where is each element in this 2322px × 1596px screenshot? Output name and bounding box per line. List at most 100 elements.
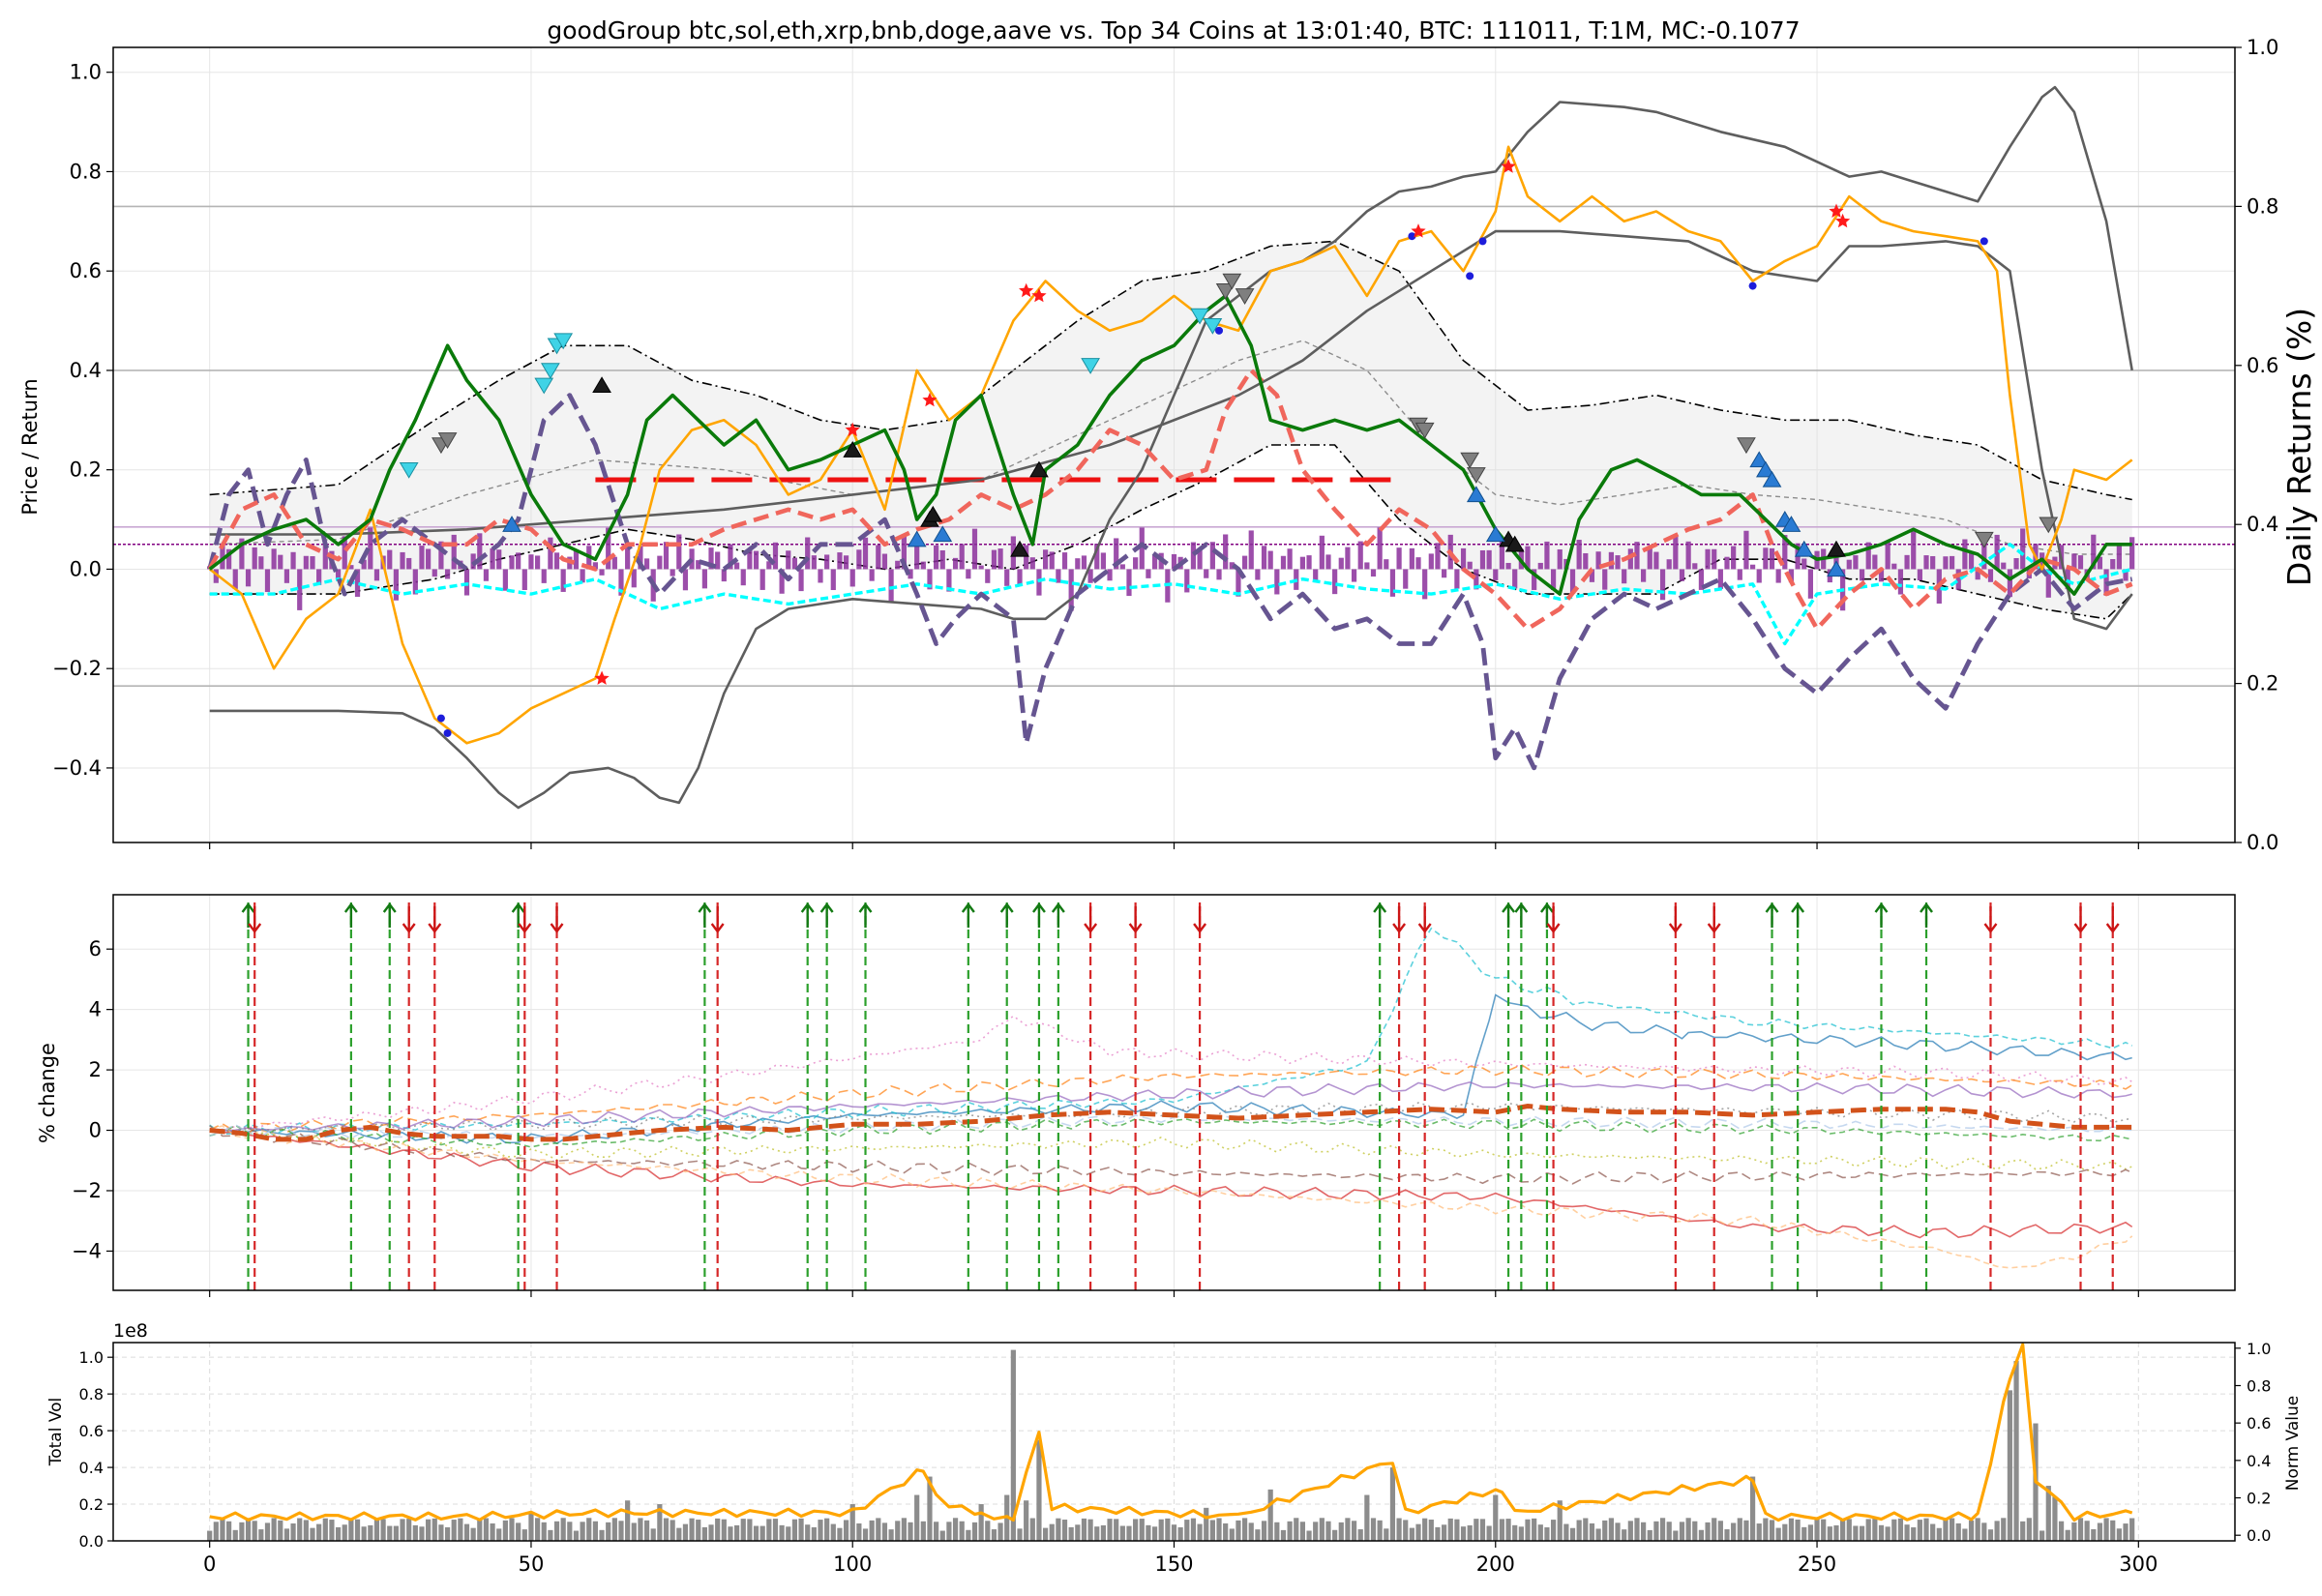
buy-arrow <box>241 902 255 928</box>
daily-return-bar <box>1287 548 1293 570</box>
volume-bar <box>599 1529 605 1541</box>
daily-return-bar <box>997 548 1003 570</box>
daily-return-bar <box>1229 562 1235 570</box>
daily-return-bar <box>1833 547 1839 570</box>
blue-up-marker <box>907 530 927 547</box>
volume-bar <box>1775 1527 1781 1541</box>
volume-bar <box>1287 1521 1293 1541</box>
buy-arrow <box>1031 902 1046 928</box>
volume-bar <box>419 1526 425 1541</box>
buy-arrow <box>1502 902 1516 928</box>
volume-bar <box>592 1521 599 1541</box>
daily-return-bar <box>2001 562 2007 570</box>
volume-bar <box>2001 1518 2007 1541</box>
volume-bar <box>2065 1529 2070 1541</box>
volume-bar <box>1589 1522 1595 1541</box>
blue-up-marker <box>1827 560 1846 577</box>
sell-arrow <box>1392 906 1407 933</box>
volume-bar <box>373 1519 380 1541</box>
volume-bar <box>1576 1520 1582 1541</box>
top-y-tick-label: −0.4 <box>52 756 102 780</box>
daily-return-bar <box>1653 551 1659 570</box>
gray-down-marker <box>1466 467 1486 484</box>
daily-return-bar <box>1114 538 1119 570</box>
daily-return-bar <box>573 549 580 570</box>
daily-return-bar <box>278 554 283 570</box>
daily-return-bar <box>1017 569 1023 585</box>
volume-bar <box>1615 1522 1621 1541</box>
volume-bar <box>342 1524 347 1541</box>
volume-bar <box>1622 1529 1627 1541</box>
volume-bar <box>1474 1519 1479 1541</box>
volume-bar <box>406 1519 412 1541</box>
volume-bar <box>966 1529 971 1541</box>
daily-return-bar <box>1769 547 1775 570</box>
volume-bar <box>611 1518 617 1541</box>
volume-bar <box>1532 1518 1537 1541</box>
daily-return-bar <box>252 547 257 570</box>
daily-return-bar <box>818 569 823 583</box>
daily-return-bar <box>1987 569 1994 582</box>
volume-bar <box>1197 1523 1203 1541</box>
black-up-marker <box>923 505 943 522</box>
volume-bar <box>1294 1518 1299 1541</box>
volume-bar <box>991 1529 997 1541</box>
buy-arrow <box>800 902 815 928</box>
volume-bar <box>1306 1530 1312 1541</box>
daily-return-bar <box>1075 558 1081 570</box>
daily-return-bar <box>1950 555 1955 570</box>
volume-bar <box>2103 1518 2109 1541</box>
daily-return-bar <box>876 545 881 570</box>
volume-bar <box>1068 1526 1074 1541</box>
daily-return-bar <box>1557 548 1563 570</box>
volume-bar <box>400 1519 405 1541</box>
blue-up-marker <box>1762 470 1782 488</box>
volume-bar <box>805 1524 811 1541</box>
daily-return-bar <box>1389 569 1396 597</box>
daily-return-bar <box>908 569 913 579</box>
volume-bar <box>1274 1522 1280 1541</box>
daily-return-bar <box>335 569 342 579</box>
sell-arrow <box>1417 906 1432 933</box>
volume-bar <box>361 1526 367 1541</box>
blue-up-marker <box>1485 525 1505 543</box>
daily-return-bar <box>1428 553 1434 570</box>
daily-return-bar <box>2097 556 2103 570</box>
black-up-marker <box>843 441 863 458</box>
coin-series-line <box>209 927 2133 1137</box>
daily-return-bar <box>1442 569 1447 578</box>
volume-bar <box>1685 1518 1691 1541</box>
volume-bar <box>1891 1519 1897 1541</box>
daily-return-bar <box>1204 569 1209 578</box>
volume-bar <box>1827 1526 1832 1541</box>
volume-bar <box>1821 1519 1827 1541</box>
volume-bar <box>997 1522 1003 1541</box>
blue-up-marker <box>502 516 521 532</box>
daily-return-bar <box>1641 569 1647 582</box>
series-purple-dash <box>207 393 2133 771</box>
daily-return-bar <box>2065 569 2070 590</box>
volume-bar <box>1608 1518 1614 1541</box>
volume-bar <box>1486 1525 1492 1541</box>
volume-bar <box>856 1522 862 1541</box>
volume-bar <box>2123 1523 2128 1541</box>
volume-bar <box>1223 1522 1229 1541</box>
daily-return-bar <box>779 569 785 594</box>
volume-bar <box>1389 1467 1396 1541</box>
daily-return-bar <box>1319 535 1325 570</box>
daily-return-bar <box>1775 569 1781 583</box>
daily-return-bar <box>528 554 534 570</box>
daily-return-bar <box>1788 569 1795 583</box>
coin-series-line <box>209 1117 2132 1148</box>
daily-return-bar <box>971 528 978 570</box>
volume-bar <box>721 1519 727 1541</box>
bottom-y-tick-label: 0.0 <box>79 1532 104 1551</box>
daily-return-bar <box>2123 569 2128 581</box>
bottom-x-tick-label: 150 <box>1154 1552 1193 1576</box>
volume-bar <box>1627 1521 1633 1541</box>
daily-return-bar <box>1306 555 1312 570</box>
volume-bar <box>1146 1524 1151 1541</box>
volume-bar <box>1653 1521 1659 1541</box>
chart-title: goodGroup btc,sol,eth,xrp,bnb,doge,aave … <box>547 16 1800 44</box>
volume-bar <box>1396 1518 1402 1541</box>
